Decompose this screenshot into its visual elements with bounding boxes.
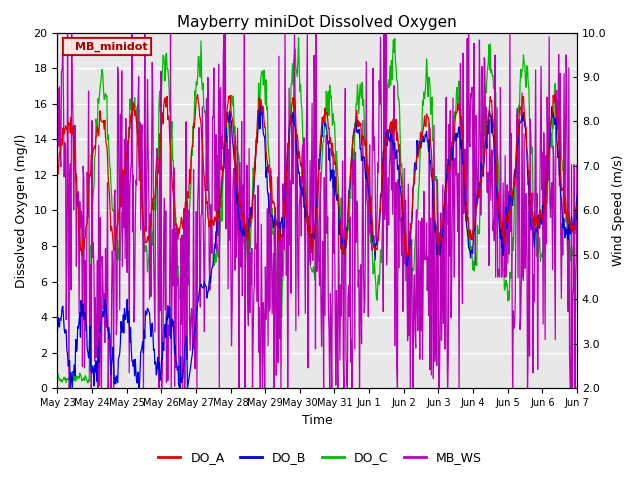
- Y-axis label: Dissolved Oxygen (mg/l): Dissolved Oxygen (mg/l): [15, 133, 28, 288]
- Title: Mayberry miniDot Dissolved Oxygen: Mayberry miniDot Dissolved Oxygen: [177, 15, 457, 30]
- Legend: MB_minidot: MB_minidot: [63, 38, 151, 55]
- X-axis label: Time: Time: [302, 414, 333, 427]
- Legend: DO_A, DO_B, DO_C, MB_WS: DO_A, DO_B, DO_C, MB_WS: [153, 446, 487, 469]
- Y-axis label: Wind Speed (m/s): Wind Speed (m/s): [612, 155, 625, 266]
